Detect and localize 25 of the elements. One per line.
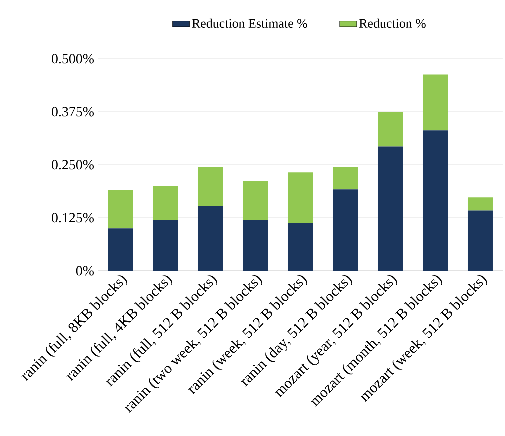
bar <box>378 146 403 272</box>
bar <box>422 130 448 272</box>
bar <box>108 190 133 229</box>
legend-label: Reduction % <box>359 18 426 28</box>
bar <box>468 198 493 211</box>
bar <box>152 220 178 272</box>
bar <box>108 228 133 272</box>
bar <box>288 224 313 272</box>
bar <box>332 168 358 190</box>
y-tick-label: 0% <box>76 266 94 276</box>
bar <box>152 186 178 220</box>
bar <box>378 112 403 147</box>
y-tick-label: 0.250% <box>52 160 94 170</box>
bar <box>468 210 493 272</box>
bar <box>242 181 268 220</box>
bar <box>198 206 223 272</box>
bar <box>288 172 313 224</box>
legend-label: Reduction Estimate % <box>192 18 308 28</box>
bar <box>422 74 448 131</box>
bar <box>198 168 223 206</box>
bar <box>242 220 268 272</box>
y-tick-label: 0.500% <box>52 54 94 64</box>
y-tick-label: 0.375% <box>52 107 94 117</box>
bar <box>332 190 358 272</box>
y-tick-label: 0.125% <box>52 213 94 223</box>
